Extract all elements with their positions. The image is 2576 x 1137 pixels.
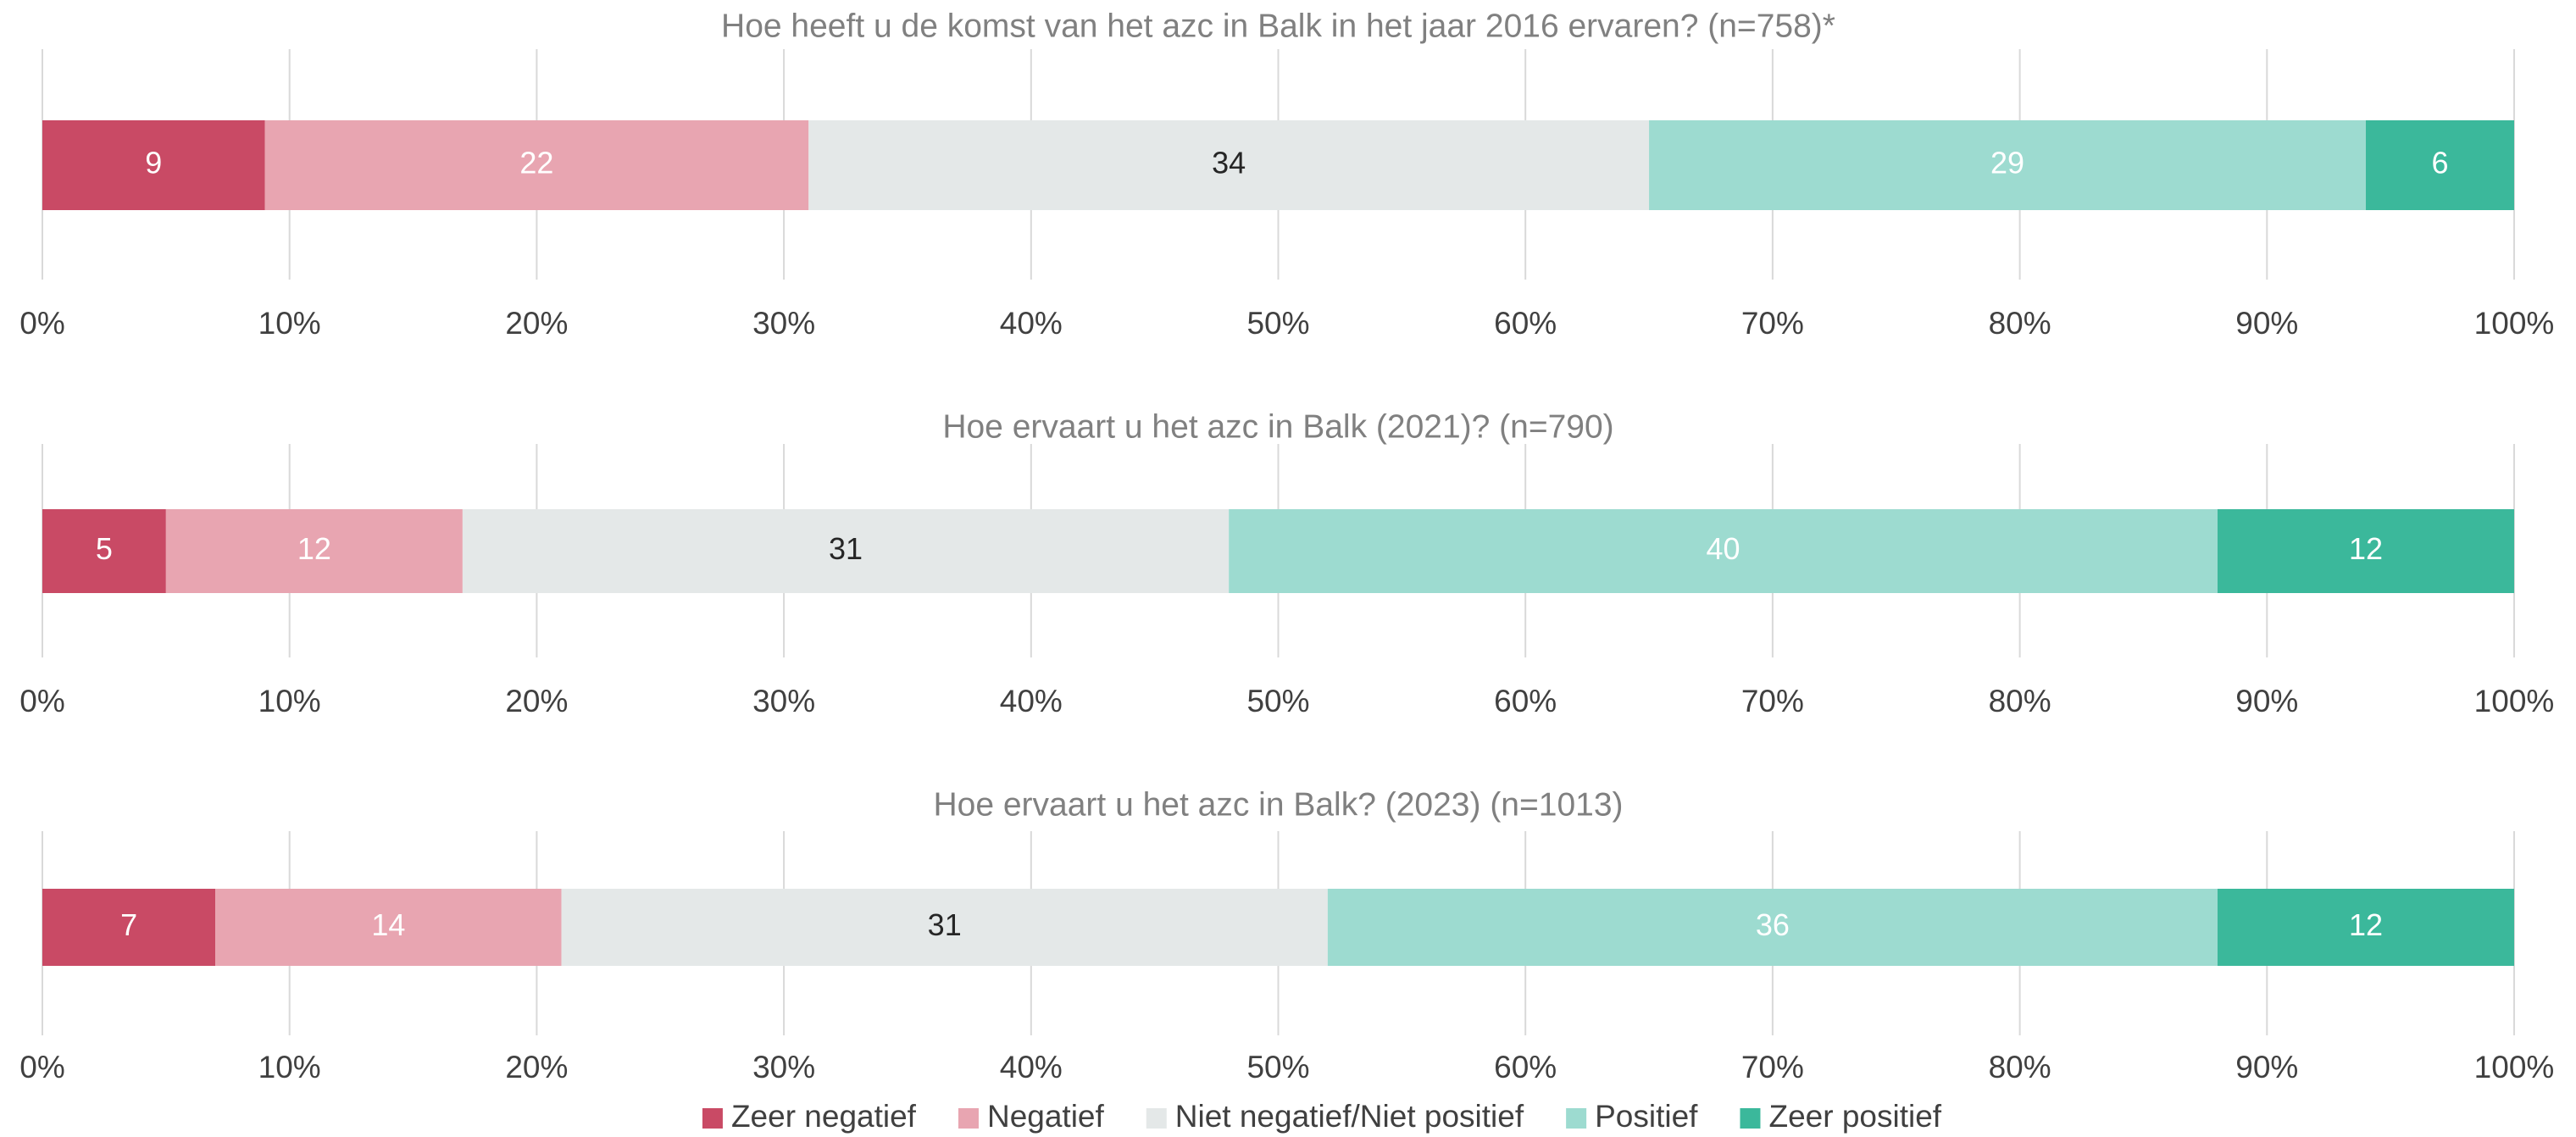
x-tick-label: 80% [1989,684,2051,718]
data-label: 5 [96,531,113,566]
data-label: 7 [120,907,137,942]
x-tick-label: 50% [1246,1050,1309,1084]
chart-title: Hoe ervaart u het azc in Balk? (2023) (n… [933,786,1623,823]
legend-label: Negatief [987,1099,1105,1134]
legend-swatch [702,1108,723,1129]
x-tick-label: 50% [1246,684,1309,718]
bar-segment [42,509,166,593]
x-tick-label: 30% [752,306,815,341]
x-tick-label: 90% [2235,1050,2298,1084]
bar-segment [215,889,562,966]
x-tick-label: 100% [2474,684,2555,718]
x-tick-label: 20% [505,306,568,341]
x-tick-label: 30% [752,684,815,718]
x-tick-label: 70% [1741,1050,1804,1084]
x-tick-label: 60% [1494,684,1557,718]
bar-segment [42,889,216,966]
x-tick-label: 0% [19,1050,64,1084]
x-tick-label: 10% [258,306,321,341]
x-tick-label: 70% [1741,684,1804,718]
x-tick-label: 60% [1494,1050,1557,1084]
x-tick-label: 0% [19,306,64,341]
data-label: 12 [2349,531,2383,566]
legend-swatch [1146,1108,1167,1129]
legend-label: Positief [1595,1099,1698,1134]
x-tick-label: 40% [1000,306,1063,341]
x-tick-label: 90% [2235,306,2298,341]
bar-segment [42,120,265,210]
x-tick-label: 70% [1741,306,1804,341]
data-label: 40 [1707,531,1740,566]
bar-segment [561,889,1328,966]
legend-swatch [1566,1108,1587,1129]
x-tick-label: 20% [505,1050,568,1084]
data-label: 6 [2431,146,2448,180]
x-tick-label: 20% [505,684,568,718]
data-label: 36 [1756,907,1790,942]
chart-title: Hoe ervaart u het azc in Balk (2021)? (n… [942,408,1613,445]
data-label: 22 [519,146,553,180]
x-tick-label: 30% [752,1050,815,1084]
data-label: 9 [145,146,162,180]
bar-segment [264,120,809,210]
legend-label: Zeer positief [1768,1099,1941,1134]
x-tick-label: 90% [2235,684,2298,718]
x-tick-label: 40% [1000,684,1063,718]
bar-segment [2217,509,2514,593]
legend-swatch [1740,1108,1761,1129]
x-tick-label: 100% [2474,306,2555,341]
x-tick-label: 10% [258,684,321,718]
x-tick-label: 40% [1000,1050,1063,1084]
bar-segment [2365,120,2514,210]
legend-label: Zeer negatief [731,1099,917,1134]
data-label: 29 [1990,146,2024,180]
x-tick-label: 80% [1989,1050,2051,1084]
data-label: 12 [297,531,331,566]
x-tick-label: 60% [1494,306,1557,341]
bar-segment [165,509,463,593]
data-label: 31 [928,907,962,942]
legend-swatch [958,1108,979,1129]
chart-title: Hoe heeft u de komst van het azc in Balk… [721,8,1835,44]
data-label: 34 [1212,146,1246,180]
bar-segment [1229,509,2218,593]
x-tick-label: 0% [19,684,64,718]
x-tick-label: 100% [2474,1050,2555,1084]
bar-segment [1327,889,2218,966]
x-tick-label: 50% [1246,306,1309,341]
data-label: 14 [371,907,405,942]
x-tick-label: 80% [1989,306,2051,341]
bar-segment [462,509,1230,593]
bar-segment [1649,120,2366,210]
x-tick-label: 10% [258,1050,321,1084]
bar-segment [2217,889,2514,966]
legend-label: Niet negatief/Niet positief [1175,1099,1524,1134]
data-label: 31 [829,531,863,566]
data-label: 12 [2349,907,2383,942]
bar-segment [808,120,1650,210]
